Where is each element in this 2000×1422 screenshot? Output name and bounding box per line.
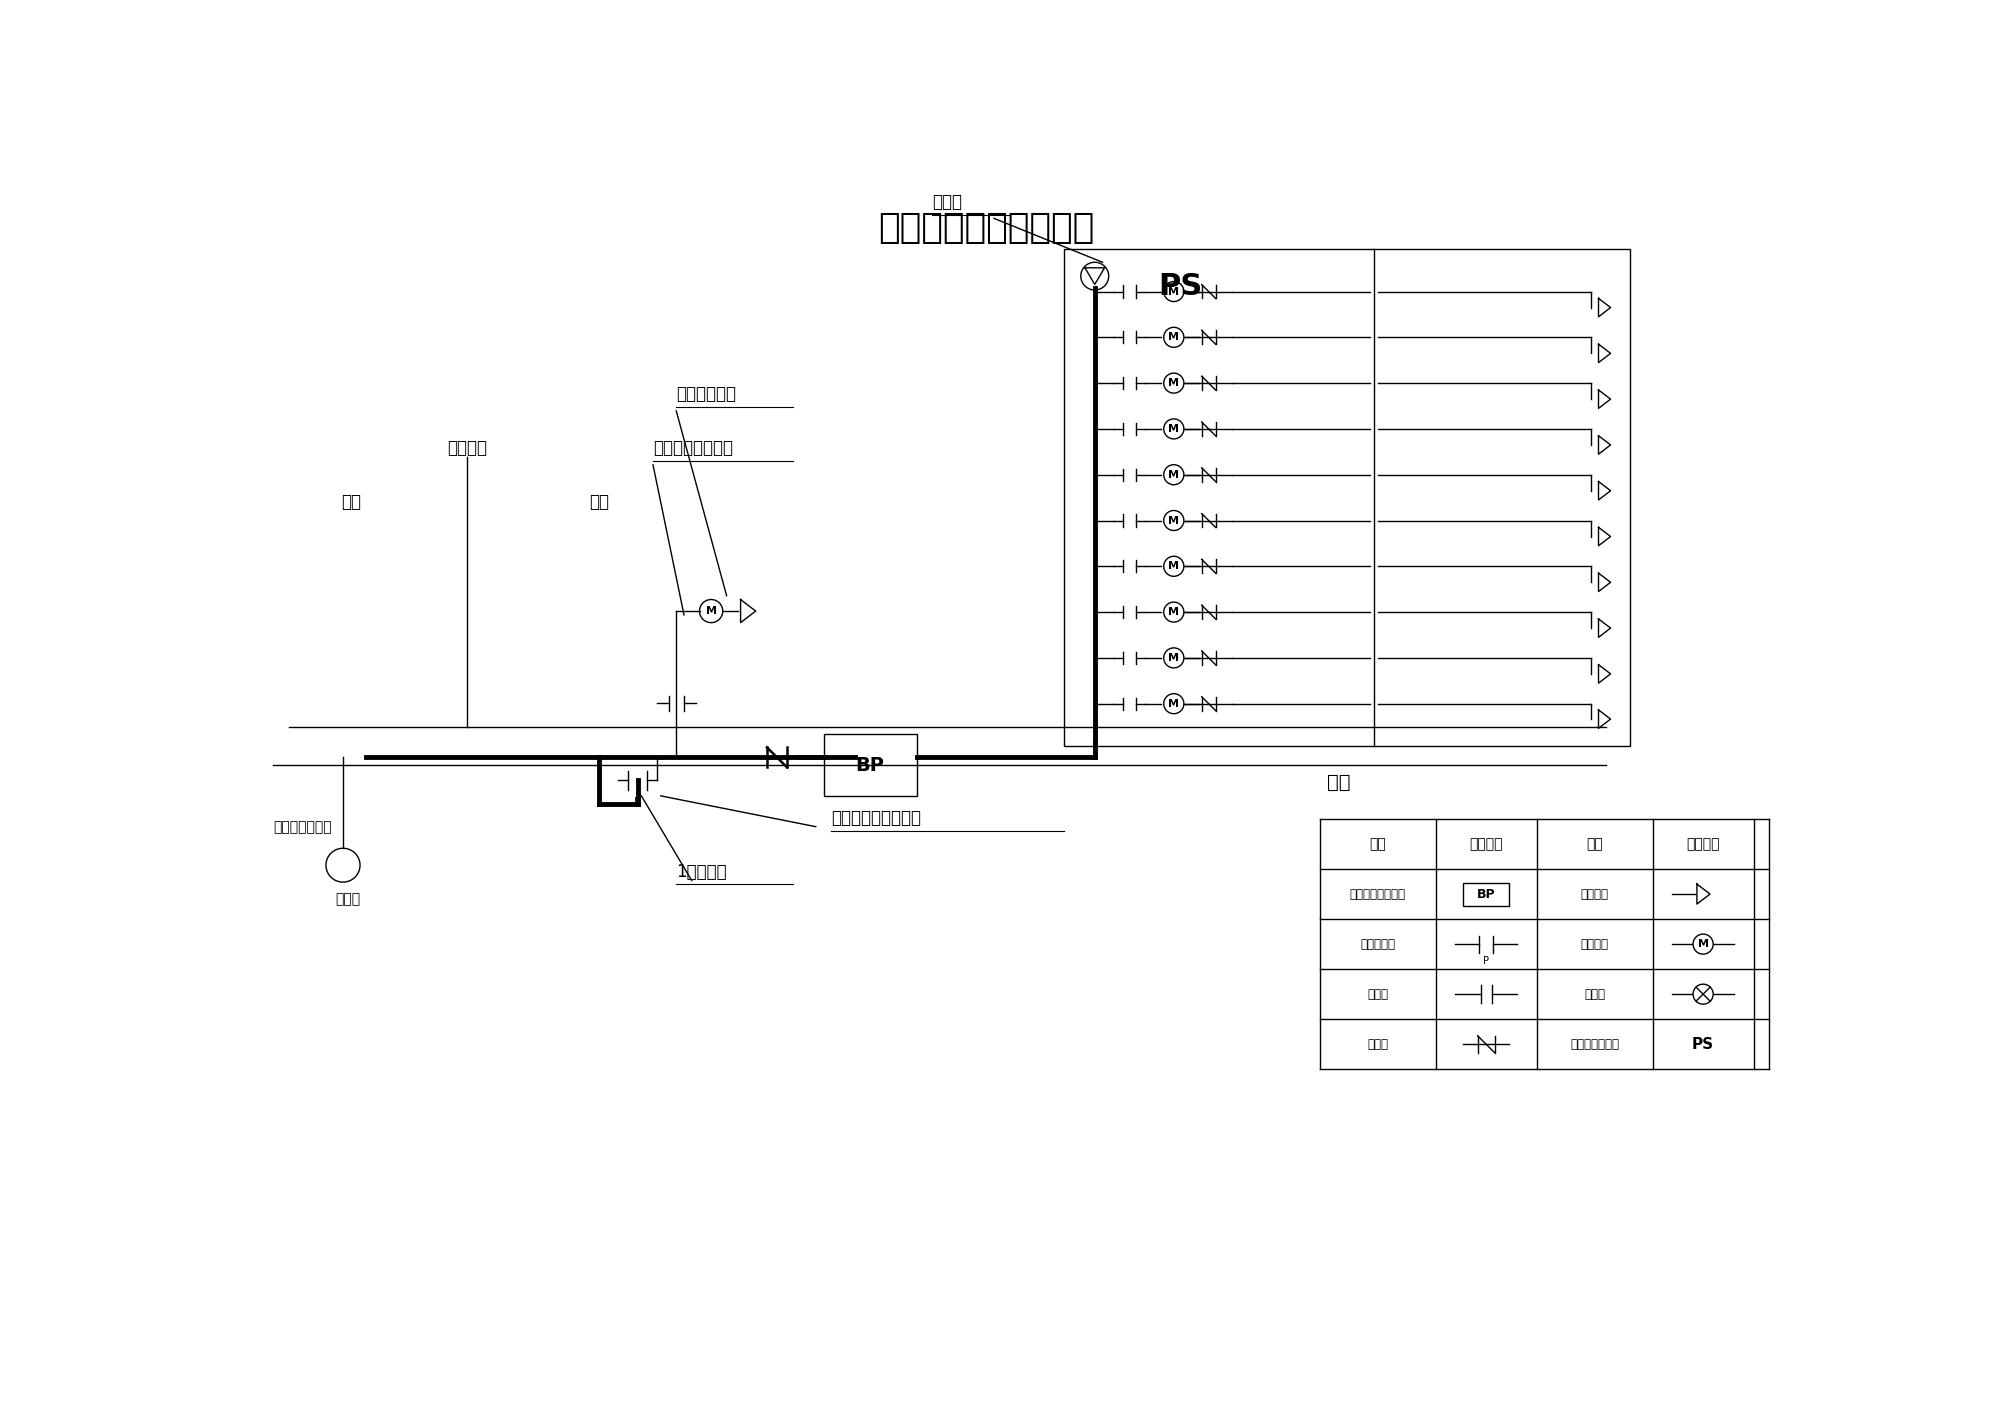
Text: 名称: 名称 — [1370, 838, 1386, 850]
Text: M: M — [1168, 286, 1180, 297]
Text: M: M — [1168, 653, 1180, 663]
Text: 公道: 公道 — [340, 493, 360, 510]
Text: M: M — [706, 606, 716, 616]
Text: 空気弁: 空気弁 — [1584, 988, 1606, 1001]
Text: 直結増圧式給水標準図: 直結増圧式給水標準図 — [878, 210, 1094, 245]
Text: M: M — [1168, 516, 1180, 526]
Text: M: M — [1168, 607, 1180, 617]
Text: ブースターポンプ: ブースターポンプ — [652, 439, 732, 456]
Text: M: M — [1168, 698, 1180, 708]
Text: M: M — [1168, 333, 1180, 343]
Text: M: M — [1698, 939, 1708, 948]
Text: サドル付分水栓: サドル付分水栓 — [274, 820, 332, 835]
Text: P: P — [634, 798, 640, 808]
Text: 民地: 民地 — [588, 493, 608, 510]
Text: 名称: 名称 — [1586, 838, 1604, 850]
Text: 空気弁: 空気弁 — [932, 192, 962, 210]
Text: M: M — [1168, 378, 1180, 388]
Text: BP: BP — [856, 755, 884, 775]
Text: 止水栓: 止水栓 — [1368, 988, 1388, 1001]
Text: ブースターポンプ: ブースターポンプ — [1350, 887, 1406, 900]
Text: 表示記号: 表示記号 — [1686, 838, 1720, 850]
FancyBboxPatch shape — [1064, 249, 1630, 745]
Text: 1次バルブ: 1次バルブ — [676, 863, 726, 880]
Text: 逆止弁: 逆止弁 — [1368, 1038, 1388, 1051]
Text: メーター: メーター — [1580, 937, 1608, 950]
Text: 凡例: 凡例 — [1328, 774, 1350, 792]
Text: 非常用給水栓: 非常用給水栓 — [676, 385, 736, 404]
Text: PS: PS — [1692, 1037, 1714, 1052]
FancyBboxPatch shape — [1462, 883, 1510, 906]
Text: PS: PS — [1158, 272, 1202, 301]
Text: BP: BP — [1476, 887, 1496, 900]
Text: P: P — [1484, 957, 1490, 967]
FancyBboxPatch shape — [824, 734, 916, 796]
Text: 官民境界: 官民境界 — [448, 439, 488, 456]
Text: 青銅バルブ: 青銅バルブ — [1360, 937, 1396, 950]
Text: M: M — [1168, 424, 1180, 434]
Text: パイプスペース: パイプスペース — [1570, 1038, 1620, 1051]
Text: 表示記号: 表示記号 — [1470, 838, 1502, 850]
Text: M: M — [1168, 469, 1180, 479]
Text: 配水管: 配水管 — [336, 892, 360, 906]
Text: 減圧式逆流防止装置: 減圧式逆流防止装置 — [832, 809, 922, 826]
Text: 給水栓類: 給水栓類 — [1580, 887, 1608, 900]
Text: M: M — [1168, 562, 1180, 572]
